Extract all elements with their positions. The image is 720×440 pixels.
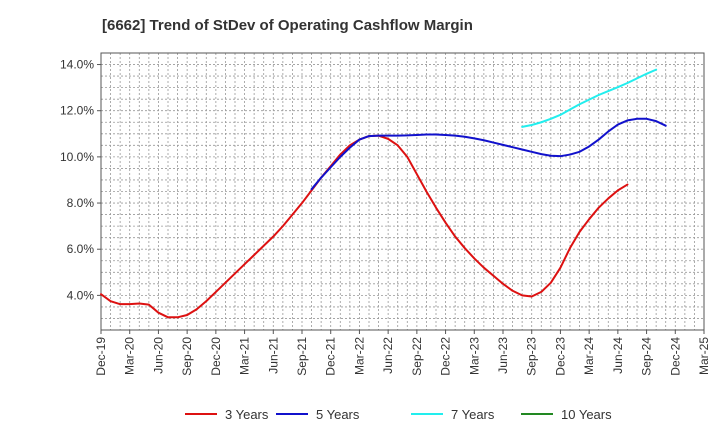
x-tick-label: Dec-19 (94, 337, 108, 376)
y-tick-label: 4.0% (67, 288, 95, 302)
x-tick-label: Mar-23 (467, 337, 481, 375)
series-line-7-years (521, 68, 658, 128)
x-tick-label: Mar-25 (697, 337, 711, 375)
x-tick-label: Sep-23 (525, 337, 539, 376)
legend-label: 10 Years (561, 407, 612, 422)
x-tick-label: Mar-22 (352, 337, 366, 375)
x-tick-label: Dec-21 (324, 337, 338, 376)
legend-label: 7 Years (451, 407, 495, 422)
x-tick-label: Jun-24 (611, 337, 625, 374)
x-tick-label: Mar-20 (123, 337, 137, 375)
y-tick-label: 8.0% (67, 196, 95, 210)
x-tick-label: Dec-23 (553, 337, 567, 376)
y-tick-label: 12.0% (60, 104, 94, 118)
series-layer (100, 68, 667, 319)
legend: 3 Years 5 Years 7 Years 10 Years (185, 407, 612, 422)
y-axis-ticks: 4.0% 6.0% 8.0% 10.0% 12.0% 14.0% (60, 58, 101, 302)
x-axis-ticks: Dec-19 Mar-20 Jun-20 Sep-20 Dec-20 Mar-21 Jun-… (94, 330, 711, 376)
x-tick-label: Sep-24 (640, 337, 654, 376)
x-tick-label: Jun-21 (266, 337, 280, 374)
x-tick-label: Jun-23 (496, 337, 510, 374)
legend-label: 3 Years (225, 407, 269, 422)
x-tick-label: Sep-22 (410, 337, 424, 376)
chart-title: [6662] Trend of StDev of Operating Cashf… (102, 17, 473, 34)
x-tick-label: Jun-22 (381, 337, 395, 374)
x-tick-label: Sep-20 (180, 337, 194, 376)
x-tick-label: Dec-24 (668, 337, 682, 376)
plot-frame (100, 52, 705, 331)
legend-label: 5 Years (316, 407, 360, 422)
x-tick-label: Jun-20 (151, 337, 165, 374)
x-tick-label: Sep-21 (295, 337, 309, 376)
x-tick-label: Mar-21 (238, 337, 252, 375)
y-tick-label: 14.0% (60, 58, 94, 72)
series-line-5-years (310, 117, 667, 191)
x-tick-label: Dec-22 (439, 337, 453, 376)
series-line-3-years (100, 134, 629, 319)
y-tick-label: 6.0% (67, 242, 95, 256)
x-tick-label: Mar-24 (582, 337, 596, 375)
grid-layer (101, 53, 704, 330)
y-tick-label: 10.0% (60, 150, 94, 164)
x-tick-label: Dec-20 (209, 337, 223, 376)
